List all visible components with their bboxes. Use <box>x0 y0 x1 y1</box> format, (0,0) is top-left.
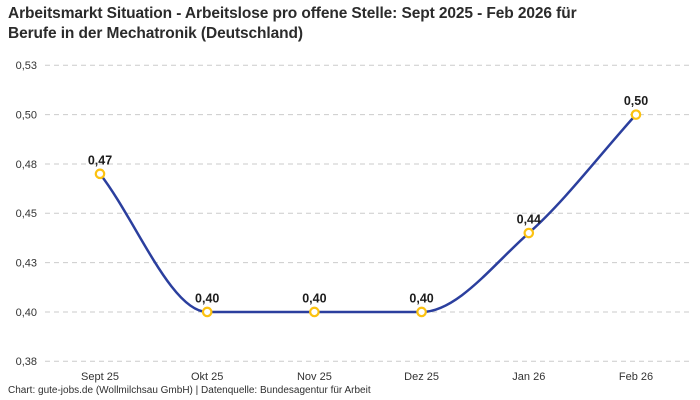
y-tick-label: 0,38 <box>16 356 37 368</box>
data-point-label: 0,50 <box>624 94 648 108</box>
x-axis-label: Nov 25 <box>297 371 332 383</box>
chart-credit: Chart: gute-jobs.de (Wollmilchsau GmbH) … <box>8 385 371 396</box>
y-tick-label: 0,43 <box>16 257 37 269</box>
x-axis-label: Feb 26 <box>619 371 653 383</box>
data-point-marker <box>94 168 106 180</box>
data-point-label: 0,40 <box>302 291 326 305</box>
chart-title: Arbeitsmarkt Situation - Arbeitslose pro… <box>8 4 684 45</box>
y-tick-label: 0,45 <box>16 208 37 220</box>
chart-title-line1: Arbeitsmarkt Situation - Arbeitslose pro… <box>8 5 577 22</box>
x-axis-label: Sept 25 <box>81 371 119 383</box>
data-point-marker <box>201 306 213 318</box>
data-point-marker <box>630 109 642 120</box>
data-point-label: 0,40 <box>409 291 433 305</box>
chart-title-line2: Berufe in der Mechatronik (Deutschland) <box>8 25 303 43</box>
data-point-marker <box>309 306 320 318</box>
series-line <box>98 113 638 314</box>
x-axis-label: Dez 25 <box>404 371 439 383</box>
data-point-marker <box>416 306 427 318</box>
y-tick-label: 0,48 <box>16 159 37 171</box>
x-axis-label: Okt 25 <box>191 371 223 383</box>
y-tick-label: 0,50 <box>16 109 37 121</box>
data-point-label: 0,47 <box>88 153 112 167</box>
x-axis-label: Jan 26 <box>512 371 545 383</box>
y-tick-label: 0,40 <box>16 307 37 319</box>
data-point-marker <box>523 227 535 239</box>
y-tick-label: 0,53 <box>16 60 37 72</box>
data-point-label: 0,44 <box>517 213 541 227</box>
data-point-label: 0,40 <box>195 291 219 305</box>
